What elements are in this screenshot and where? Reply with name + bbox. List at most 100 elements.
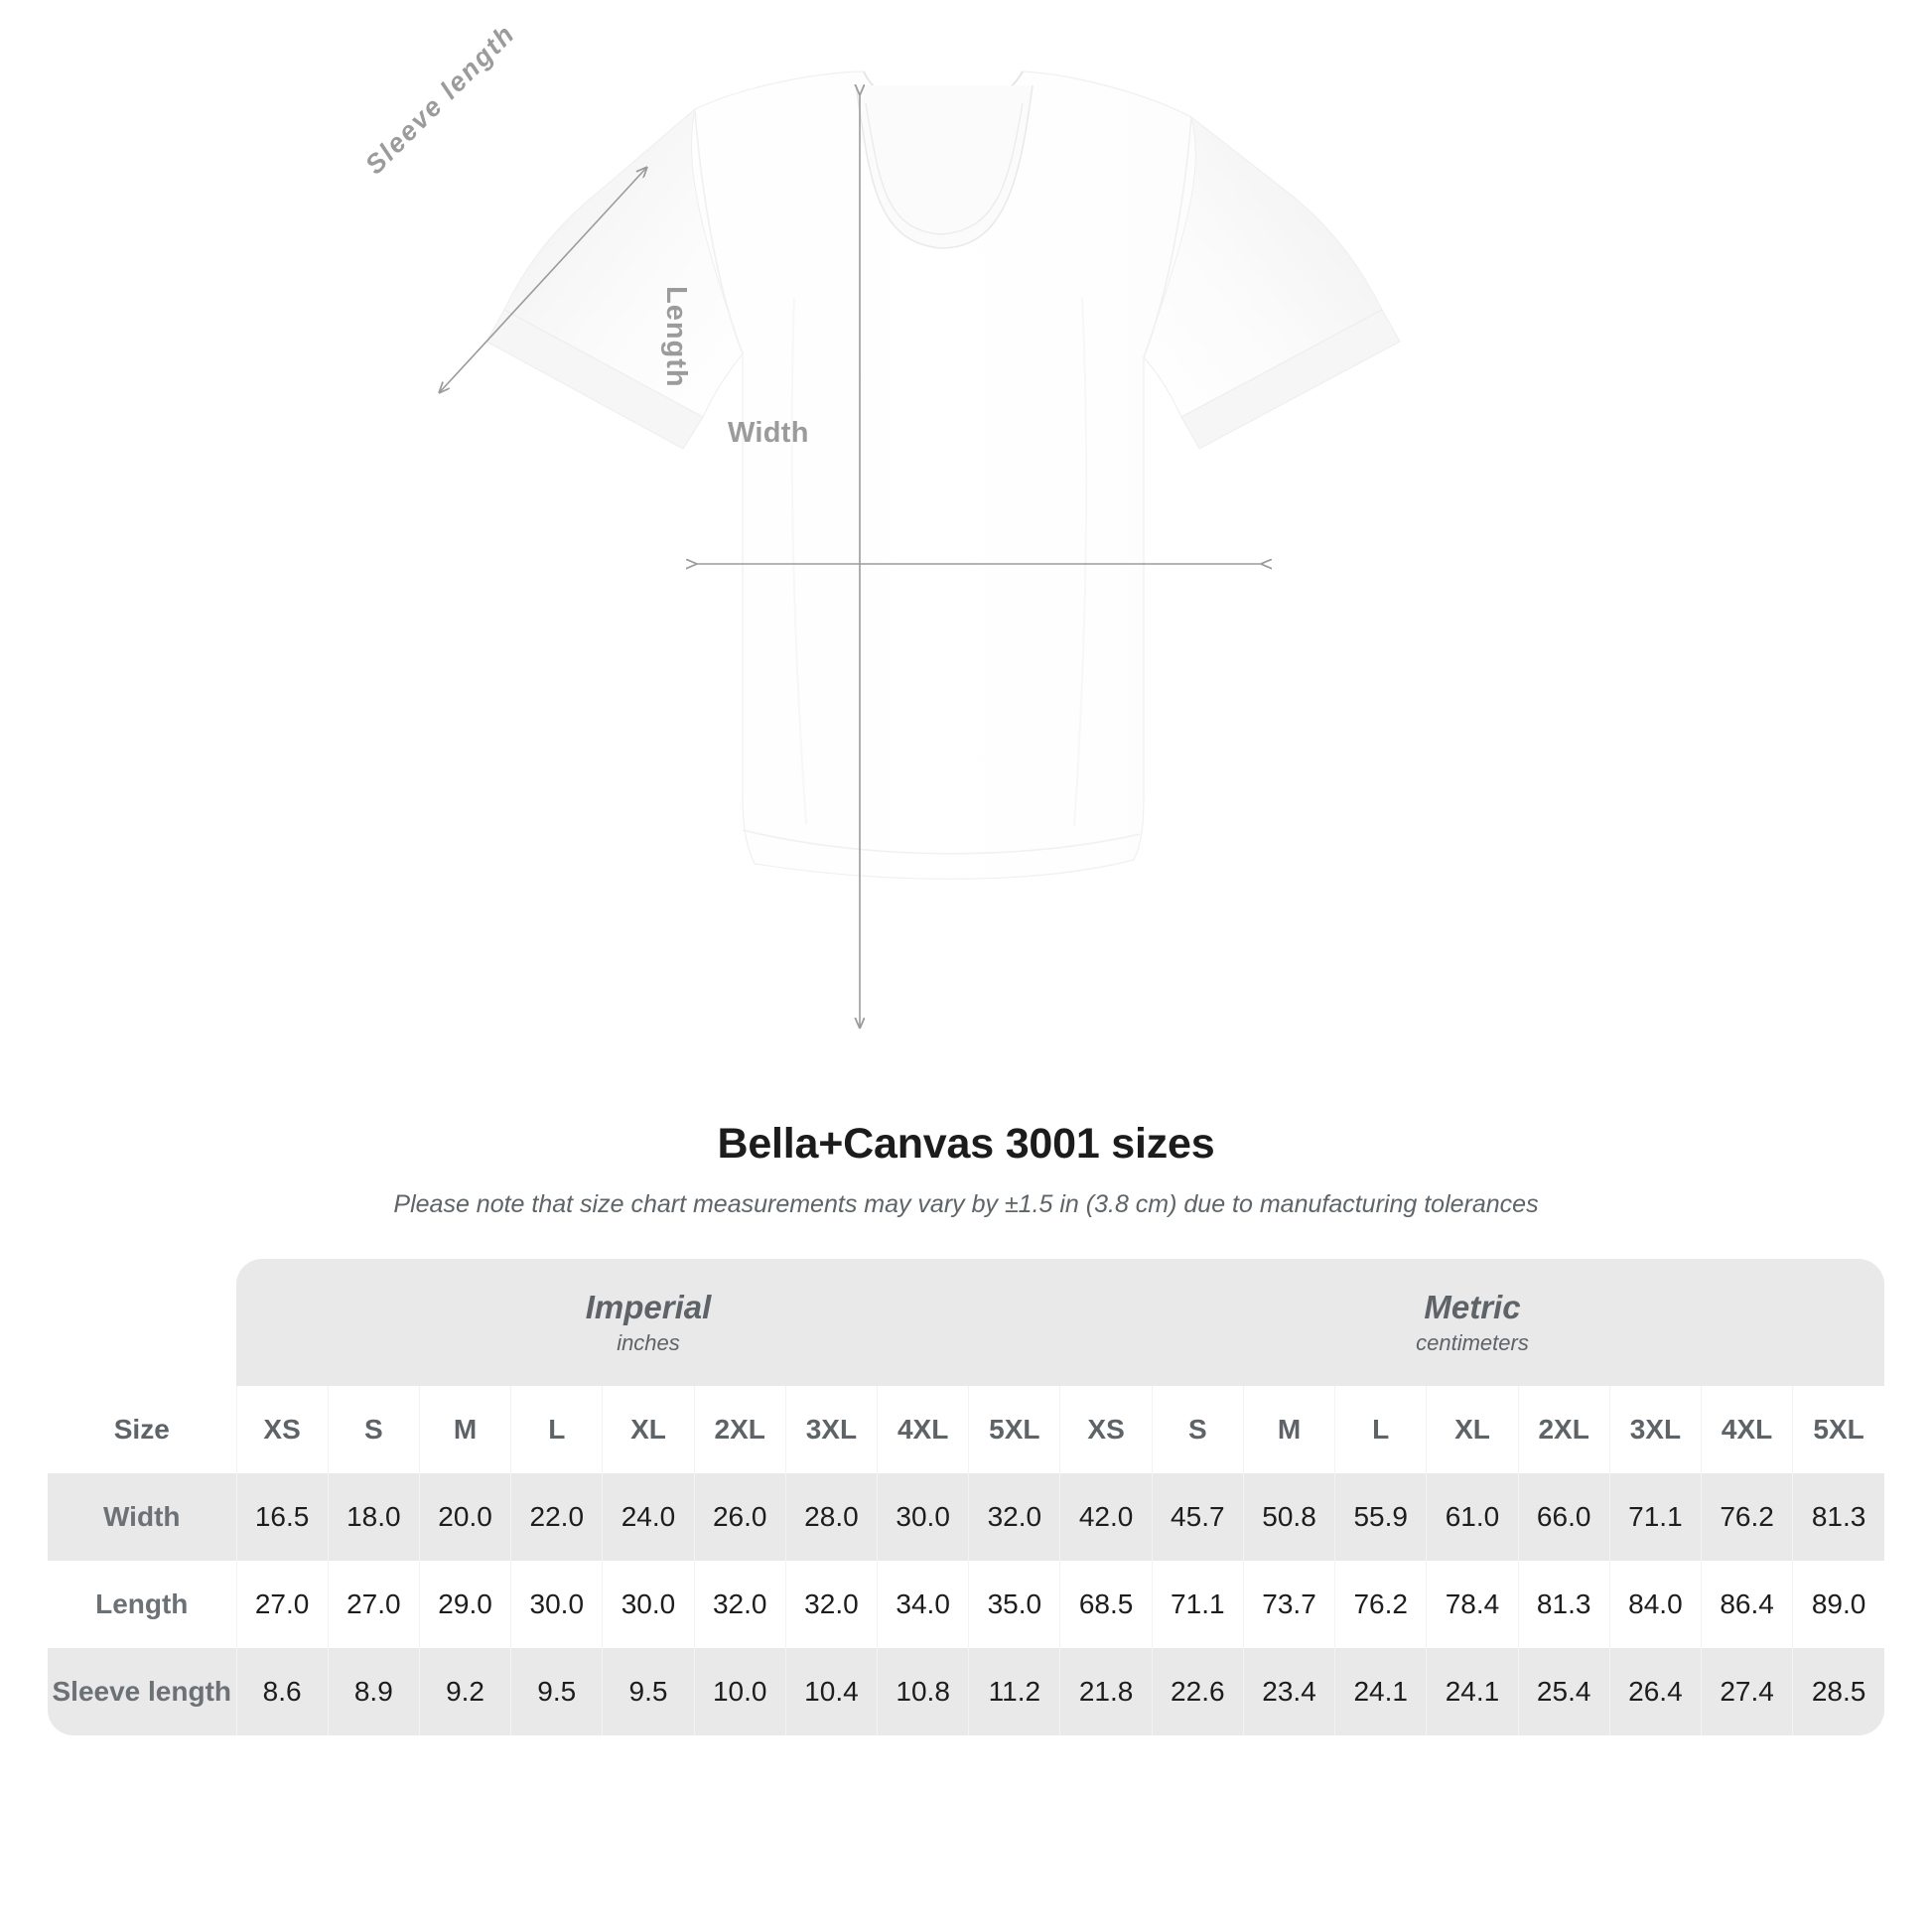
cell-sleeve-imp-s: 8.9 (327, 1648, 420, 1735)
cell-sleeve-met-s: 22.6 (1151, 1648, 1244, 1735)
dimension-lines (439, 95, 1261, 1029)
column-header-imp-xl: XL (602, 1386, 695, 1473)
column-header-met-4xl: 4XL (1700, 1386, 1793, 1473)
cell-width-imp-m: 20.0 (418, 1473, 511, 1561)
column-header-imp-5xl: 5XL (968, 1386, 1060, 1473)
tshirt-illustration: Sleeve length Length Width (0, 19, 1401, 1112)
cell-length-imp-s: 27.0 (327, 1561, 420, 1648)
cell-sleeve-imp-4xl: 10.8 (877, 1648, 969, 1735)
cell-sleeve-met-4xl: 27.4 (1700, 1648, 1793, 1735)
cell-sleeve-imp-5xl: 11.2 (968, 1648, 1060, 1735)
column-header-met-3xl: 3XL (1608, 1386, 1702, 1473)
cell-sleeve-imp-l: 9.5 (510, 1648, 603, 1735)
cell-length-met-xl: 78.4 (1426, 1561, 1519, 1648)
cell-length-met-xs: 68.5 (1059, 1561, 1153, 1648)
cell-width-imp-s: 18.0 (327, 1473, 420, 1561)
cell-width-met-5xl: 81.3 (1792, 1473, 1884, 1561)
cell-length-imp-m: 29.0 (418, 1561, 511, 1648)
sleeve-dimension-line (439, 167, 647, 393)
cell-width-imp-5xl: 32.0 (968, 1473, 1060, 1561)
cell-length-imp-l: 30.0 (510, 1561, 603, 1648)
cell-length-met-m: 73.7 (1242, 1561, 1335, 1648)
size-table-container: Imperial inches Metric centimeters Size … (48, 1259, 1884, 1735)
unit-band-spacer (48, 1259, 236, 1386)
cell-length-met-3xl: 84.0 (1608, 1561, 1702, 1648)
cell-length-imp-5xl: 35.0 (968, 1561, 1060, 1648)
cell-width-imp-xl: 24.0 (602, 1473, 695, 1561)
size-table-body: Imperial inches Metric centimeters Size … (48, 1259, 1884, 1735)
column-header-met-2xl: 2XL (1517, 1386, 1610, 1473)
cell-sleeve-met-2xl: 25.4 (1517, 1648, 1610, 1735)
table-row-width: Width 16.5 18.0 20.0 22.0 24.0 26.0 28.0… (48, 1473, 1884, 1561)
cell-width-met-xl: 61.0 (1426, 1473, 1519, 1561)
cell-length-met-l: 76.2 (1334, 1561, 1427, 1648)
cell-length-met-2xl: 81.3 (1517, 1561, 1610, 1648)
unit-group-imperial: Imperial inches (236, 1259, 1060, 1386)
length-dimension-label: Length (660, 286, 692, 388)
page-title: Bella+Canvas 3001 sizes (717, 1120, 1215, 1168)
column-header-imp-4xl: 4XL (877, 1386, 969, 1473)
cell-length-imp-xl: 30.0 (602, 1561, 695, 1648)
column-header-met-xl: XL (1426, 1386, 1519, 1473)
size-table: Imperial inches Metric centimeters Size … (48, 1259, 1884, 1735)
unit-imperial-sub: inches (617, 1329, 680, 1355)
unit-group-metric: Metric centimeters (1059, 1259, 1884, 1386)
cell-sleeve-imp-3xl: 10.4 (784, 1648, 878, 1735)
cell-length-imp-2xl: 32.0 (693, 1561, 786, 1648)
table-row-length: Length 27.0 27.0 29.0 30.0 30.0 32.0 32.… (48, 1561, 1884, 1648)
column-header-imp-2xl: 2XL (693, 1386, 786, 1473)
cell-width-imp-xs: 16.5 (235, 1473, 329, 1561)
cell-length-met-4xl: 86.4 (1700, 1561, 1793, 1648)
cell-width-imp-2xl: 26.0 (693, 1473, 786, 1561)
cell-sleeve-met-3xl: 26.4 (1608, 1648, 1702, 1735)
page-subtitle: Please note that size chart measurements… (393, 1190, 1539, 1218)
column-header-size: Size (48, 1386, 236, 1473)
column-header-met-m: M (1242, 1386, 1335, 1473)
cell-sleeve-imp-2xl: 10.0 (693, 1648, 786, 1735)
column-header-imp-l: L (510, 1386, 603, 1473)
cell-width-imp-l: 22.0 (510, 1473, 603, 1561)
unit-metric-sub: centimeters (1416, 1329, 1529, 1355)
cell-width-imp-3xl: 28.0 (784, 1473, 878, 1561)
column-header-imp-3xl: 3XL (784, 1386, 878, 1473)
cell-width-met-l: 55.9 (1334, 1473, 1427, 1561)
cell-width-met-s: 45.7 (1151, 1473, 1244, 1561)
column-header-met-s: S (1151, 1386, 1244, 1473)
chart-title-block: Bella+Canvas 3001 sizes Please note that… (0, 1120, 1932, 1219)
cell-width-imp-4xl: 30.0 (877, 1473, 969, 1561)
column-header-met-l: L (1334, 1386, 1427, 1473)
unit-imperial-name: Imperial (585, 1289, 712, 1326)
cell-sleeve-met-5xl: 28.5 (1792, 1648, 1884, 1735)
cell-width-met-2xl: 66.0 (1517, 1473, 1610, 1561)
unit-metric-name: Metric (1424, 1289, 1521, 1326)
cell-length-met-s: 71.1 (1151, 1561, 1244, 1648)
cell-length-imp-3xl: 32.0 (784, 1561, 878, 1648)
cell-sleeve-met-m: 23.4 (1242, 1648, 1335, 1735)
cell-sleeve-imp-xs: 8.6 (235, 1648, 329, 1735)
cell-sleeve-imp-xl: 9.5 (602, 1648, 695, 1735)
cell-width-met-3xl: 71.1 (1608, 1473, 1702, 1561)
tshirt-diagram-svg (0, 70, 1401, 1112)
column-header-met-xs: XS (1059, 1386, 1153, 1473)
cell-width-met-xs: 42.0 (1059, 1473, 1153, 1561)
unit-band-row: Imperial inches Metric centimeters (48, 1259, 1884, 1386)
column-header-imp-xs: XS (235, 1386, 329, 1473)
cell-length-imp-xs: 27.0 (235, 1561, 329, 1648)
cell-sleeve-imp-m: 9.2 (418, 1648, 511, 1735)
row-label-sleeve-length: Sleeve length (48, 1648, 236, 1735)
row-label-length: Length (48, 1561, 236, 1648)
cell-width-met-4xl: 76.2 (1700, 1473, 1793, 1561)
cell-sleeve-met-xs: 21.8 (1059, 1648, 1153, 1735)
width-dimension-label: Width (728, 417, 809, 449)
cell-sleeve-met-l: 24.1 (1334, 1648, 1427, 1735)
column-header-imp-s: S (327, 1386, 420, 1473)
cell-width-met-m: 50.8 (1242, 1473, 1335, 1561)
table-row-sleeve-length: Sleeve length 8.6 8.9 9.2 9.5 9.5 10.0 1… (48, 1648, 1884, 1735)
table-header-row: Size XS S M L XL 2XL 3XL 4XL 5XL XS S M … (48, 1386, 1884, 1473)
cell-length-imp-4xl: 34.0 (877, 1561, 969, 1648)
column-header-imp-m: M (418, 1386, 511, 1473)
row-label-width: Width (48, 1473, 236, 1561)
column-header-met-5xl: 5XL (1792, 1386, 1884, 1473)
cell-sleeve-met-xl: 24.1 (1426, 1648, 1519, 1735)
